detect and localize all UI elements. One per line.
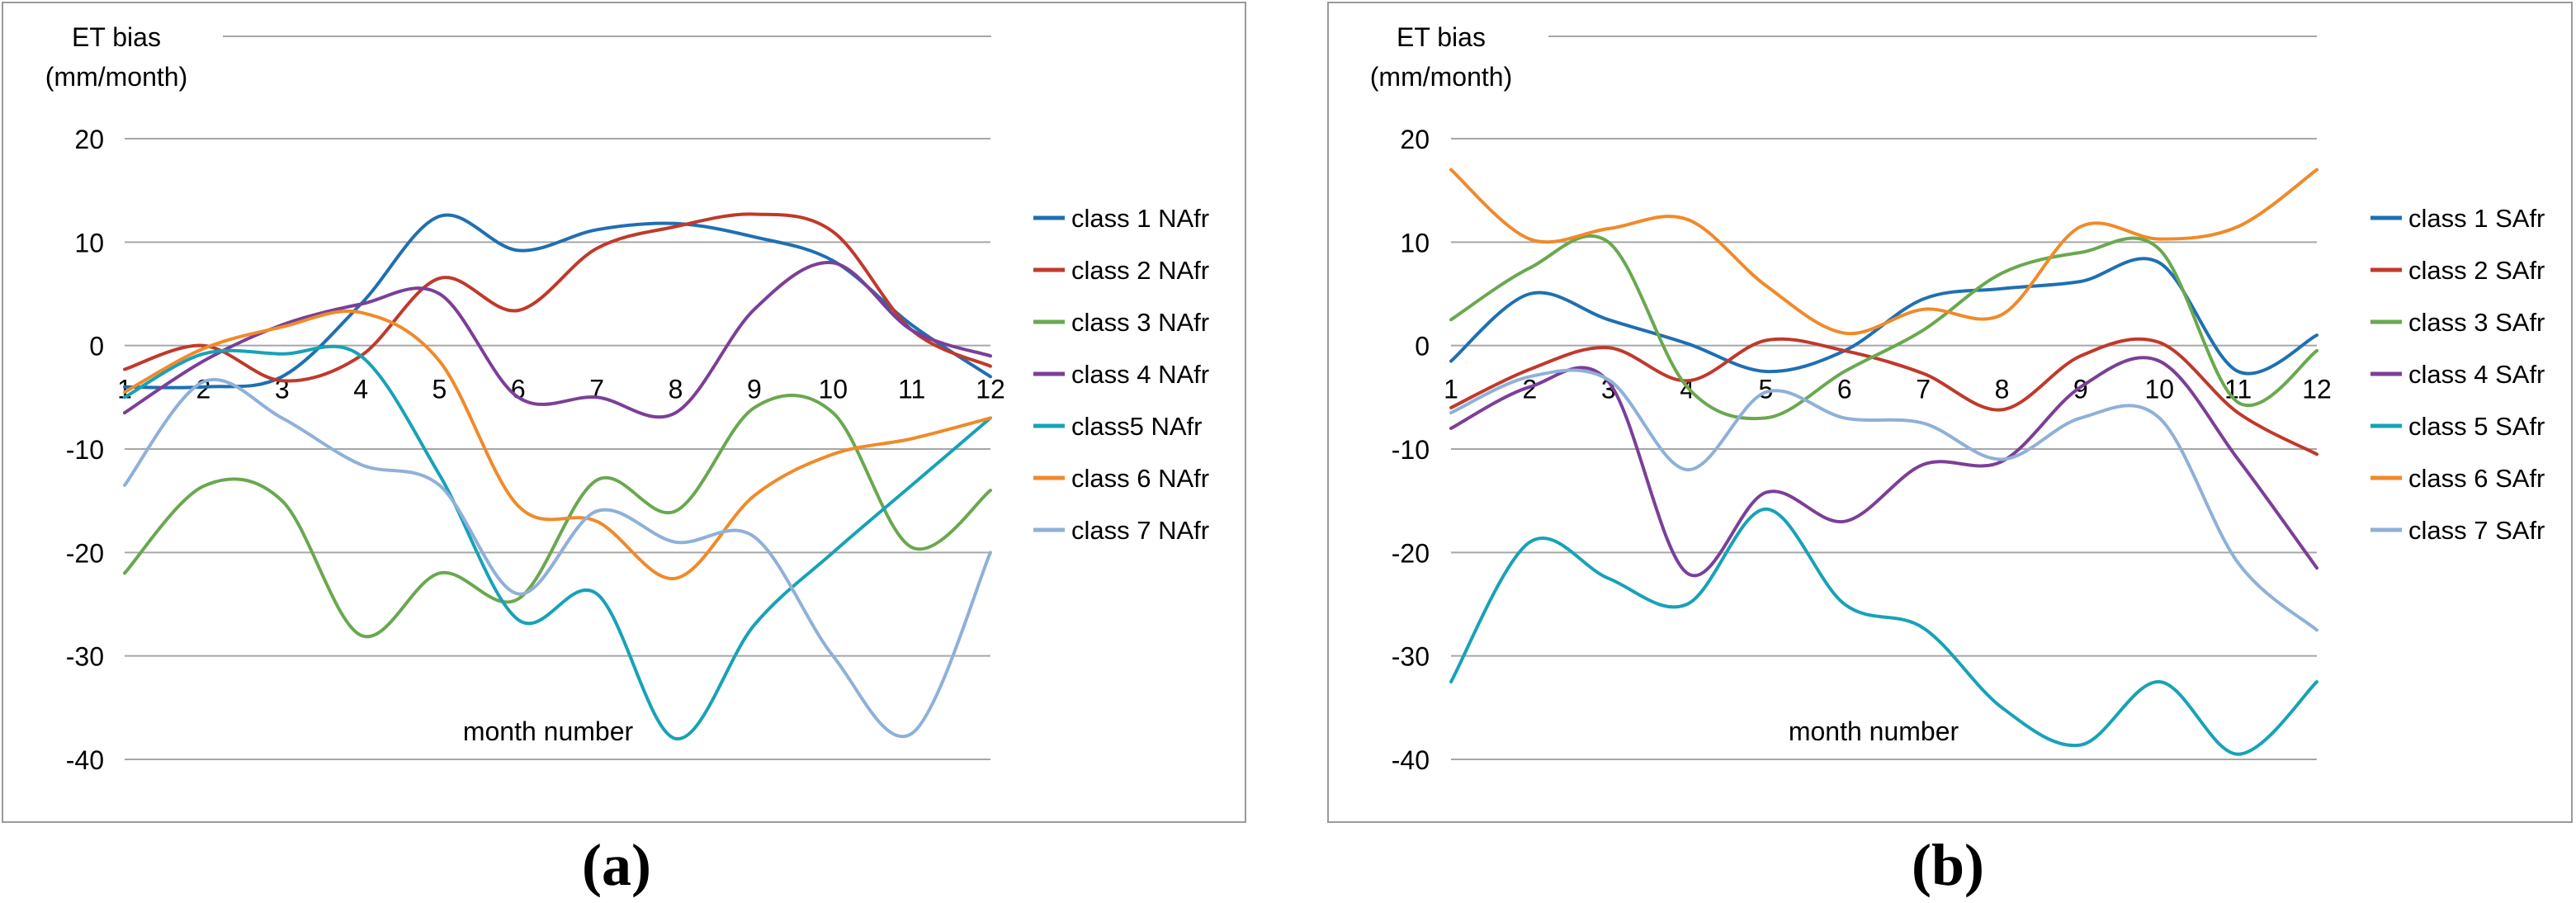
chart-a-series-line-6 bbox=[123, 310, 992, 580]
chart-b-x-axis-label: month number bbox=[1789, 716, 1959, 746]
chart-a-legend-label: class 1 NAfr bbox=[1071, 204, 1209, 233]
chart-a-series-lines bbox=[123, 212, 992, 740]
chart-panel-a: 20 10 0 -10 -20 -30 -40 1 2 3 4 5 6 7 8 9 10 11 12 ET bia… bbox=[2, 2, 1246, 823]
chart-b-gridlines bbox=[1451, 35, 2317, 760]
chart-a-y-axis-unit: (mm/month) bbox=[45, 62, 187, 92]
chart-b-y-tick-label: 10 bbox=[1400, 228, 1430, 258]
chart-b-series-line-5 bbox=[1449, 507, 2318, 756]
chart-a-x-tick-label: 9 bbox=[747, 375, 762, 404]
chart-b-x-tick-label: 10 bbox=[2144, 375, 2174, 404]
chart-b-x-tick-label: 6 bbox=[1837, 375, 1852, 404]
chart-b-x-tick-label: 8 bbox=[1995, 375, 2010, 404]
chart-a-y-tick-label: -20 bbox=[66, 538, 104, 568]
chart-b-x-tick-label: 7 bbox=[1916, 375, 1931, 404]
chart-a-legend-label: class5 NAfr bbox=[1071, 412, 1202, 441]
chart-b-y-tick-label: -10 bbox=[1392, 435, 1430, 465]
chart-b-legend: class 1 SAfr class 2 SAfr class 3 SAfr clas… bbox=[2370, 204, 2545, 545]
chart-b-y-axis-label: ET bias bbox=[1397, 22, 1486, 52]
chart-a-legend: class 1 NAfr class 2 NAfr class 3 NAfr clas… bbox=[1033, 204, 1209, 545]
chart-a-x-tick-label: 6 bbox=[511, 375, 526, 404]
chart-b-y-tick-label: -30 bbox=[1392, 642, 1430, 672]
chart-b-y-ticks: 20 10 0 -10 -20 -30 -40 bbox=[1392, 125, 1430, 775]
chart-a-y-tick-label: 10 bbox=[74, 228, 104, 258]
chart-b-legend-label: class 5 SAfr bbox=[2408, 412, 2545, 441]
chart-a-y-axis-label: ET bias bbox=[72, 22, 161, 52]
chart-a-x-tick-label: 12 bbox=[976, 375, 1005, 404]
chart-b-y-tick-label: -40 bbox=[1392, 745, 1430, 775]
chart-b-x-tick-label: 1 bbox=[1444, 375, 1458, 404]
chart-a-series-line-4 bbox=[123, 261, 992, 419]
chart-b-series-line-3 bbox=[1449, 234, 2318, 421]
chart-a-y-tick-label: -30 bbox=[66, 642, 104, 672]
chart-a-series-line-2 bbox=[123, 212, 992, 383]
chart-b-series-line-1 bbox=[1449, 257, 2318, 376]
chart-b-legend-label: class 3 SAfr bbox=[2408, 308, 2545, 337]
chart-b-x-tick-label: 11 bbox=[2224, 375, 2252, 404]
chart-a-series-line-1 bbox=[123, 213, 992, 390]
chart-b-legend-label: class 4 SAfr bbox=[2408, 360, 2545, 389]
chart-b-x-tick-label: 12 bbox=[2302, 375, 2332, 404]
chart-panel-b: 20 10 0 -10 -20 -30 -40 1 2 3 4 5 6 7 8 9 10 11 12 ET bia… bbox=[1327, 2, 2573, 823]
chart-a-y-tick-label: 20 bbox=[74, 125, 104, 154]
chart-a-legend-label: class 4 NAfr bbox=[1071, 360, 1209, 389]
chart-a-legend-label: class 3 NAfr bbox=[1071, 308, 1209, 337]
chart-b-series-line-6 bbox=[1449, 168, 2318, 336]
chart-b-series-line-2 bbox=[1449, 337, 2318, 456]
chart-a-x-tick-label: 5 bbox=[432, 375, 447, 404]
chart-b-y-tick-label: -20 bbox=[1392, 538, 1430, 568]
chart-a-series-line-7 bbox=[123, 377, 992, 739]
panel-label-a: (a) bbox=[582, 832, 651, 898]
chart-a-y-tick-label: -10 bbox=[66, 435, 104, 465]
chart-a-legend-label: class 7 NAfr bbox=[1071, 516, 1209, 545]
chart-a-legend-label: class 2 NAfr bbox=[1071, 256, 1209, 285]
chart-b-y-axis-unit: (mm/month) bbox=[1370, 62, 1512, 92]
chart-a-y-tick-label: 0 bbox=[89, 332, 104, 362]
chart-a-x-tick-label: 4 bbox=[353, 375, 368, 404]
chart-a-x-ticks: 1 2 3 4 5 6 7 8 9 10 11 12 bbox=[117, 375, 1005, 404]
chart-a-x-axis-label: month number bbox=[463, 716, 634, 746]
chart-a-series-line-5 bbox=[123, 344, 992, 740]
chart-b-series-line-7 bbox=[1449, 368, 2318, 632]
chart-b-x-tick-label: 9 bbox=[2073, 375, 2088, 404]
chart-b-series-line-4 bbox=[1449, 356, 2318, 578]
chart-a-x-tick-label: 10 bbox=[818, 375, 848, 404]
chart-b-y-tick-label: 0 bbox=[1415, 332, 1430, 362]
chart-b-x-tick-label: 5 bbox=[1759, 375, 1774, 404]
panel-label-b: (b) bbox=[1912, 832, 1984, 898]
chart-b-legend-label: class 1 SAfr bbox=[2408, 204, 2545, 233]
chart-a-x-tick-label: 11 bbox=[898, 375, 925, 404]
chart-b-series-lines bbox=[1449, 168, 2318, 756]
chart-a-series-line-3 bbox=[123, 393, 992, 639]
chart-b-legend-label: class 2 SAfr bbox=[2408, 256, 2545, 285]
chart-b-y-tick-label: 20 bbox=[1400, 125, 1430, 154]
chart-a-y-tick-label: -40 bbox=[66, 745, 104, 775]
chart-a-y-ticks: 20 10 0 -10 -20 -30 -40 bbox=[66, 125, 104, 775]
chart-b-legend-label: class 7 SAfr bbox=[2408, 516, 2545, 545]
chart-b-legend-label: class 6 SAfr bbox=[2408, 464, 2545, 493]
chart-a-x-tick-label: 8 bbox=[669, 375, 683, 404]
chart-b-x-tick-label: 2 bbox=[1522, 375, 1537, 404]
chart-a-legend-label: class 6 NAfr bbox=[1071, 464, 1209, 493]
